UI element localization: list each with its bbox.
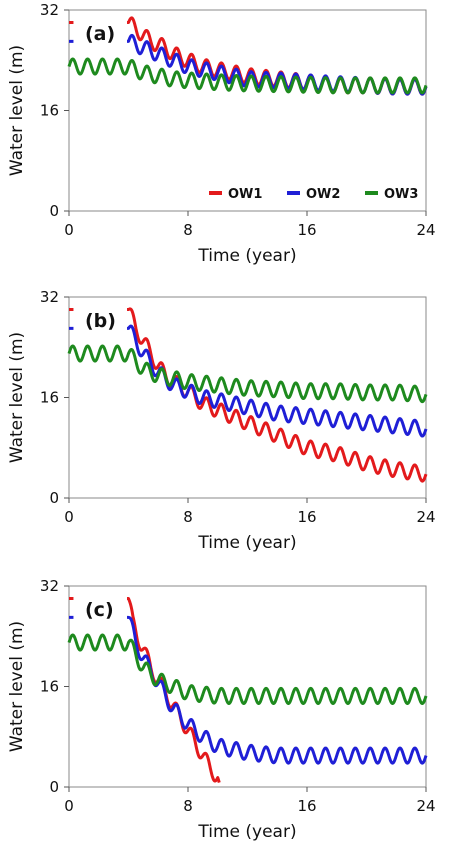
- series-line-ow2: [67, 615, 428, 765]
- series-line-ow3: [67, 633, 428, 705]
- plot-frame: [68, 296, 427, 499]
- panel-label: (a): [85, 23, 115, 45]
- y-axis-label: Water level (m): [7, 45, 27, 176]
- y-tick-label: 0: [49, 489, 59, 507]
- x-tick-label: 0: [64, 797, 74, 815]
- x-tick-label: 24: [416, 221, 435, 239]
- series-line-ow1: [67, 597, 221, 783]
- y-tick-label: 16: [40, 102, 59, 120]
- panel-3: 0 16 32 0 8 16 24 Time (year) Water level (m) (c): [7, 577, 436, 842]
- panel-2: 0 16 32 0 8 16 24 Time (year) Water level (m) (b): [7, 288, 436, 553]
- y-tick-label: 16: [40, 678, 59, 696]
- x-tick-label: 8: [183, 797, 193, 815]
- x-tick-label: 0: [64, 508, 74, 526]
- x-tick-label: 16: [297, 797, 316, 815]
- x-tick-label: 16: [297, 508, 316, 526]
- legend-label-ow1: OW1: [228, 187, 262, 202]
- x-tick-label: 16: [297, 221, 316, 239]
- panel-label: (b): [85, 310, 116, 332]
- legend-label-ow2: OW2: [306, 187, 340, 202]
- series-line-ow1: [67, 307, 428, 483]
- y-tick-label: 32: [40, 1, 59, 19]
- series-line-ow3: [67, 344, 428, 404]
- series-line-ow2: [67, 324, 428, 438]
- y-axis-label: Water level (m): [7, 621, 27, 752]
- panel-1: 0 16 32 0 8 16 24 Time (year) Water level (m) (a)…: [7, 1, 436, 266]
- x-tick-label: 24: [416, 797, 435, 815]
- x-tick-label: 0: [64, 221, 74, 239]
- panel-label: (c): [85, 599, 114, 621]
- legend-label-ow3: OW3: [384, 187, 418, 202]
- series-line-ow3: [67, 57, 428, 95]
- x-tick-label: 8: [183, 508, 193, 526]
- y-axis-label: Water level (m): [7, 332, 27, 463]
- y-tick-label: 16: [40, 389, 59, 407]
- x-tick-label: 8: [183, 221, 193, 239]
- x-axis-label: Time (year): [197, 246, 296, 266]
- plot-frame: [68, 9, 427, 212]
- legend: OW1 OW2 OW3: [209, 187, 418, 202]
- x-tick-label: 24: [416, 508, 435, 526]
- y-tick-label: 32: [40, 577, 59, 595]
- y-tick-label: 0: [49, 778, 59, 796]
- x-axis-label: Time (year): [197, 533, 296, 553]
- y-tick-label: 0: [49, 202, 59, 220]
- y-tick-label: 32: [40, 288, 59, 306]
- x-axis-label: Time (year): [197, 822, 296, 842]
